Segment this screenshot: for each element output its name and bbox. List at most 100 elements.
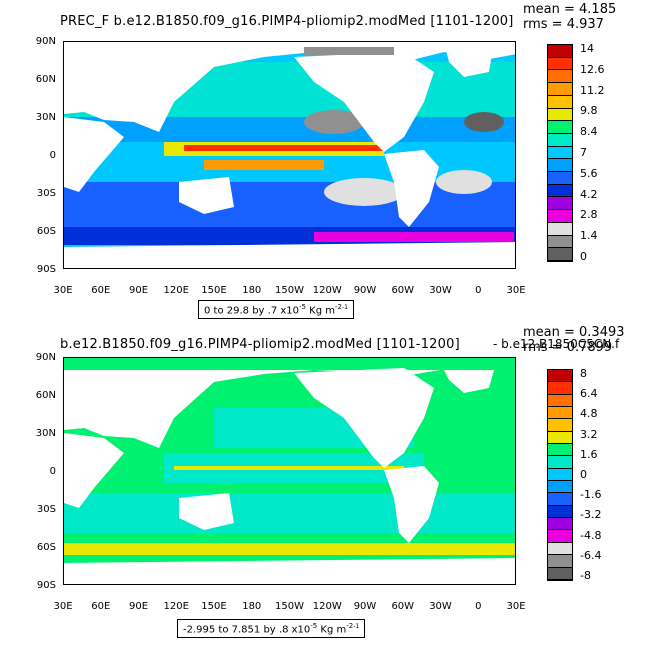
x-label-180: 180 <box>242 601 262 612</box>
colorbar-label: -3.2 <box>580 508 602 522</box>
australia-landmass <box>179 177 234 214</box>
range-text-diff: -2.995 to 7.851 by .8 x10 <box>183 624 311 636</box>
y-label-eq: 0 <box>49 150 56 161</box>
colorbar-label: -4.8 <box>580 528 602 542</box>
y-label-90n-diff: 90N <box>35 352 56 363</box>
colorbar-swatch <box>548 419 572 432</box>
x-label-60e: 60E <box>91 285 111 296</box>
colorbar-label: 3.2 <box>580 427 598 441</box>
colorbar-swatch <box>548 456 572 469</box>
colorbar-swatch <box>548 431 572 445</box>
dry-zone-north-pacific <box>304 110 364 134</box>
colorbar-swatch <box>548 370 572 383</box>
colorbar-swatch <box>548 70 572 84</box>
range-exponent: -5 <box>299 303 306 311</box>
x-label-30w: 30W <box>429 601 452 612</box>
colorbar <box>547 44 573 262</box>
colorbar-swatch <box>548 172 572 185</box>
colorbar-swatch <box>548 555 572 568</box>
x-axis-labels-diff: 30E 60E 90E 120E 150E 180 150W 120W 90W 60W 30W 0 30… <box>0 601 647 615</box>
colorbar-label: 6.4 <box>580 387 598 401</box>
colorbar-swatch <box>548 567 572 580</box>
x-label-30e: 30E <box>506 601 526 612</box>
greenland-landmass <box>444 42 494 77</box>
dry-zone-south-atlantic <box>436 170 492 194</box>
colorbar-swatch <box>548 159 572 173</box>
colorbar-swatch <box>548 530 572 543</box>
colorbar-label: 9.8 <box>580 104 598 118</box>
y-label-30s: 30S <box>36 188 56 199</box>
dry-zone-south-pacific <box>324 178 404 206</box>
colorbar-swatch <box>548 407 572 420</box>
colorbar-label: 4.2 <box>580 187 598 201</box>
units-text-diff: Kg m <box>317 624 347 636</box>
colorbar-label: 12.6 <box>580 62 605 76</box>
colorbar-label: 2.8 <box>580 208 598 222</box>
units-exponent-m: -2 <box>335 303 342 311</box>
x-label-60w: 60W <box>391 601 415 612</box>
colorbar-label: 7 <box>580 146 587 159</box>
dry-zone-north-atlantic <box>464 112 504 132</box>
colorbar-swatch <box>548 108 572 122</box>
colorbar-label: -6.4 <box>580 548 602 562</box>
map-plot-diff <box>63 357 516 585</box>
colorbar-swatch <box>548 222 572 236</box>
x-label-0: 0 <box>475 601 482 612</box>
x-label-60w: 60W <box>391 285 415 296</box>
range-text: 0 to 29.8 by .7 x10 <box>204 305 300 317</box>
colorbar-label: 1.6 <box>580 447 598 461</box>
units-exponent-diff: -2-1 <box>346 622 359 630</box>
equatorial-stripe <box>174 466 404 470</box>
colorbar-label: 0 <box>580 468 587 481</box>
units-exponent-m-diff: -2 <box>346 622 354 630</box>
x-label-30w: 30W <box>429 285 452 296</box>
map-plot <box>63 41 516 269</box>
south-america-landmass <box>384 150 439 227</box>
colorbar-swatch <box>548 542 572 556</box>
y-label-90s-diff: 90S <box>36 580 56 591</box>
contour-range-box-diff: -2.995 to 7.851 by .8 x10-5 Kg m-2-1 <box>177 619 366 639</box>
south-america-landmass-diff <box>384 466 439 543</box>
y-label-60n-diff: 60N <box>35 390 56 401</box>
panel-title-diff: b.e12.B1850.f09_g16.PIMP4-pliomip2.modMe… <box>60 337 460 352</box>
colorbar-swatch <box>548 146 572 160</box>
australia-landmass-diff <box>179 493 234 530</box>
y-label-60s: 60S <box>36 226 56 237</box>
colorbar-label: 8.4 <box>580 125 598 139</box>
x-label-90e: 90E <box>128 601 149 612</box>
mean-value-diff: mean = 0.3493 <box>523 325 625 340</box>
eurasia-landmass-diff <box>64 358 515 448</box>
x-label-120w: 120W <box>312 285 342 296</box>
colorbar-label: 0 <box>580 250 587 263</box>
x-label-150e: 150E <box>201 601 227 612</box>
colorbar-swatch <box>548 197 572 211</box>
africa-landmass-diff <box>64 433 124 508</box>
units-exponent-s: -1 <box>342 304 348 311</box>
colorbar-swatch <box>548 518 572 531</box>
units-exponent-s-diff: -1 <box>353 623 360 630</box>
x-label-120e: 120E <box>163 601 189 612</box>
mean-value: mean = 4.185 <box>523 2 617 17</box>
diff-map-svg <box>64 358 515 584</box>
x-label-30e: 30E <box>53 285 73 296</box>
x-label-0: 0 <box>475 285 482 296</box>
x-label-90w: 90W <box>353 285 377 296</box>
colorbar-label: 1.4 <box>580 229 598 243</box>
x-label-150e: 150E <box>201 285 227 296</box>
colorbar-swatch <box>548 57 572 71</box>
rms-value-diff: rms = 0.7899 <box>523 340 613 355</box>
panel-title: PREC_F b.e12.B1850.f09_g16.PIMP4-pliomip… <box>60 14 514 29</box>
spcz-band <box>204 160 324 170</box>
colorbar-swatch <box>548 45 572 58</box>
colorbar-swatch <box>548 493 572 506</box>
colorbar-swatch <box>548 444 572 457</box>
colorbar-swatch <box>548 133 572 147</box>
colorbar-labels: 14 12.6 11.2 9.8 8.4 7 5.6 4.2 2.8 1.4 0 <box>580 42 630 263</box>
colorbar-label: 8 <box>580 367 587 380</box>
x-axis-labels: 30E 60E 90E 120E 150E 180 150W 120W 90W 60W 30W 0 30… <box>0 285 647 299</box>
colorbar-label: 4.8 <box>580 407 598 421</box>
arctic-green <box>64 358 515 370</box>
x-label-180: 180 <box>242 285 262 296</box>
north-america-landmass-diff <box>294 368 434 468</box>
x-label-120e: 120E <box>163 285 189 296</box>
